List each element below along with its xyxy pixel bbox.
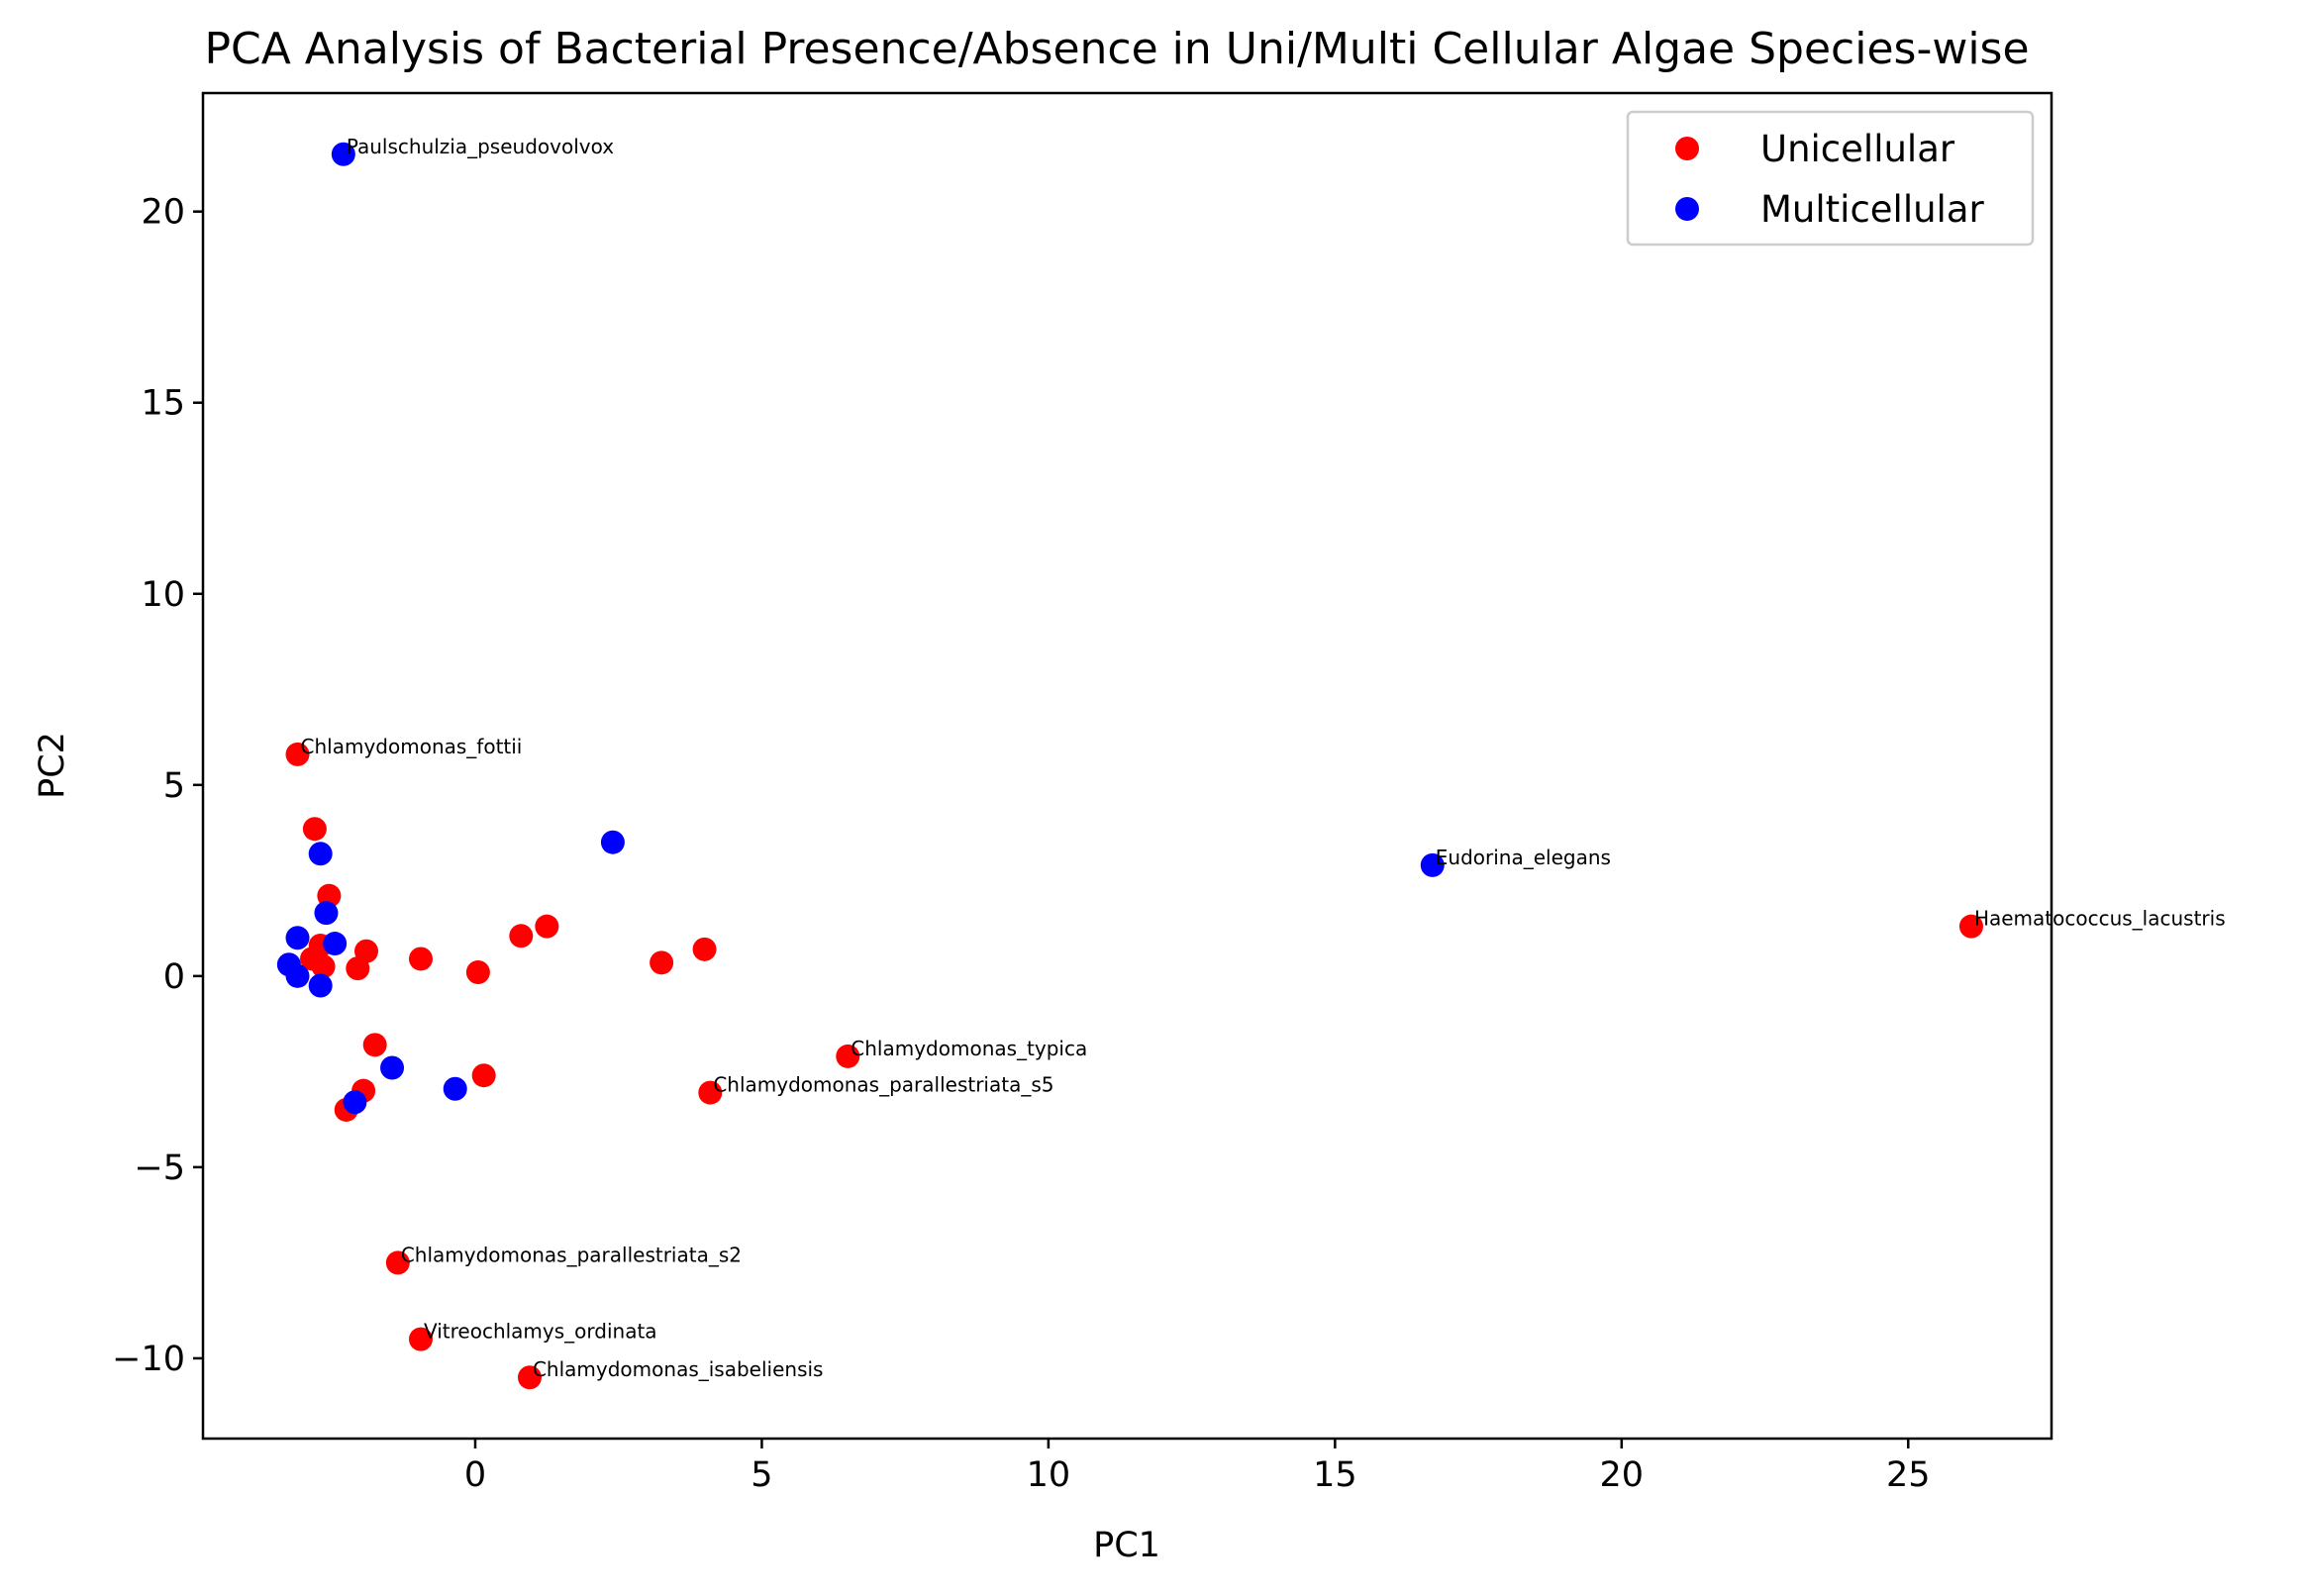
scatter-point-unicellular: [692, 937, 717, 961]
point-label: Chlamydomonas_isabeliensis: [533, 1357, 824, 1381]
x-tick-label: 25: [1886, 1455, 1931, 1495]
y-tick-label: 15: [141, 384, 185, 424]
legend-label-unicellular: Unicellular: [1760, 128, 1955, 170]
point-label: Chlamydomonas_parallestriata_s2: [401, 1243, 742, 1266]
scatter-point-unicellular: [385, 1250, 410, 1275]
plot-frame: [201, 91, 2053, 1441]
scatter-point-unicellular: [302, 817, 327, 842]
scatter-point-unicellular: [1958, 914, 1983, 939]
scatter-point-unicellular: [465, 959, 490, 984]
y-tick-label: 0: [163, 957, 185, 997]
legend-marker-unicellular: [1675, 137, 1699, 160]
x-tick-label: 20: [1600, 1455, 1645, 1495]
scatter-point-multicellular: [285, 926, 310, 950]
scatter-point-multicellular: [1420, 852, 1445, 877]
y-tick-label: 10: [141, 575, 185, 615]
y-tick-label: 20: [141, 193, 185, 233]
scatter-point-unicellular: [650, 950, 674, 975]
x-tick-label: 0: [464, 1455, 486, 1495]
scatter-point-multicellular: [343, 1090, 367, 1115]
point-label: Eudorina_elegans: [1436, 846, 1611, 869]
scatter-point-unicellular: [285, 742, 310, 766]
scatter-point-multicellular: [314, 901, 339, 926]
scatter-point-unicellular: [535, 914, 559, 939]
scatter-point-unicellular: [362, 1033, 387, 1057]
scatter-point-multicellular: [380, 1055, 405, 1080]
scatter-point-multicellular: [285, 963, 310, 988]
point-label: Paulschulzia_pseudovolvox: [347, 135, 614, 158]
scatter-point-unicellular: [353, 939, 378, 963]
x-axis-label: PC1: [1093, 1526, 1160, 1565]
scatter-point-unicellular: [517, 1365, 542, 1390]
legend-label-multicellular: Multicellular: [1760, 188, 1985, 231]
x-tick-label: 5: [751, 1455, 772, 1495]
scatter-point-multicellular: [323, 932, 348, 956]
axis-ticks: 0 5 10 15 20 25 −10 −5 0 5 10 15 20: [112, 193, 1930, 1495]
scatter-point-unicellular: [836, 1044, 860, 1068]
point-label: Haematococcus_lacustris: [1974, 907, 2226, 931]
y-tick-label: 5: [163, 766, 185, 806]
point-label: Chlamydomonas_fottii: [301, 735, 523, 758]
scatter-point-unicellular: [311, 954, 336, 979]
point-label: Chlamydomonas_parallestriata_s5: [713, 1073, 1053, 1097]
point-label: Vitreochlamys_ordinata: [424, 1320, 657, 1344]
legend: Unicellular Multicellular: [1626, 110, 2035, 247]
scatter-point-unicellular: [509, 924, 534, 948]
scatter-point-multicellular: [308, 973, 333, 998]
scatter-point-unicellular: [698, 1080, 723, 1105]
scatter-point-multicellular: [308, 842, 333, 866]
legend-box: [1626, 110, 2035, 247]
scatter-point-multicellular: [600, 830, 625, 854]
scatter-point-multicellular: [331, 142, 355, 166]
y-axis-label: PC2: [33, 732, 72, 799]
legend-marker-multicellular: [1675, 197, 1699, 221]
x-tick-label: 10: [1027, 1455, 1071, 1495]
scatter-point-unicellular: [471, 1063, 496, 1088]
scatter-point-multicellular: [443, 1076, 467, 1101]
point-label: Chlamydomonas_typica: [851, 1037, 1087, 1060]
scatter-point-unicellular: [408, 1327, 433, 1351]
chart-title: PCA Analysis of Bacterial Presence/Absen…: [204, 24, 2029, 74]
y-tick-label: −10: [112, 1340, 185, 1379]
plot-area: Chlamydomonas_fottii Haematococcus_lacust…: [276, 135, 2226, 1390]
x-tick-label: 15: [1313, 1455, 1357, 1495]
scatter-point-unicellular: [408, 947, 433, 971]
y-tick-label: −5: [134, 1148, 185, 1188]
